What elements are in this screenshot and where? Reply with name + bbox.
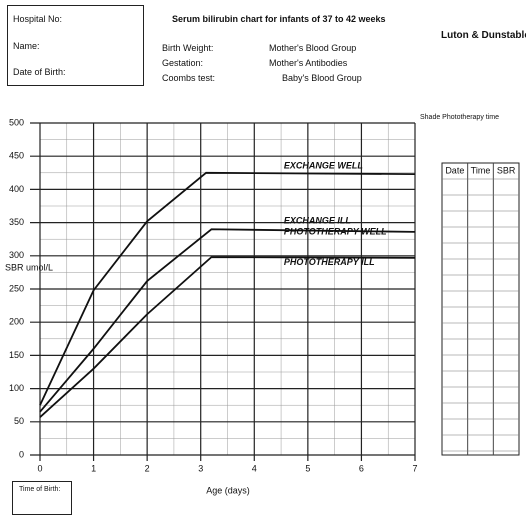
- y-tick-label: 250: [9, 283, 24, 293]
- series-line: [39, 171, 416, 406]
- y-tick-label: 300: [9, 250, 24, 260]
- field-label: Baby's Blood Group: [282, 73, 362, 83]
- field-label: Coombs test:: [162, 73, 216, 83]
- field-label: Mother's Antibodies: [269, 58, 348, 68]
- x-tick-label: 7: [412, 463, 417, 473]
- x-tick-label: 0: [37, 463, 42, 473]
- patient-box: [7, 5, 144, 86]
- hospital-name: Luton & Dunstable: [441, 30, 526, 41]
- y-tick-label: 350: [9, 217, 24, 227]
- series-line: [39, 228, 416, 413]
- x-tick-label: 6: [359, 463, 364, 473]
- field-label: Hospital No:: [13, 14, 63, 24]
- x-tick-label: 1: [91, 463, 96, 473]
- table-header: Date: [445, 165, 464, 175]
- line-label: PHOTOTHERAPY WELL: [284, 226, 387, 236]
- table-frame: [441, 162, 520, 456]
- line-label: PHOTOTHERAPY ILL: [284, 257, 375, 267]
- x-axis-label: Age (days): [206, 485, 250, 495]
- table-header: Time: [471, 165, 491, 175]
- field-label: Mother's Blood Group: [269, 43, 357, 53]
- line-label: EXCHANGE WELL: [284, 161, 363, 171]
- y-tick-label: 200: [9, 317, 24, 327]
- y-tick-label: 50: [14, 416, 24, 426]
- field-label: Name:: [13, 41, 40, 51]
- field-label: Time of Birth:: [19, 486, 61, 493]
- y-tick-label: 0: [19, 449, 24, 459]
- field-label: Birth Weight:: [162, 43, 214, 53]
- x-tick-label: 5: [305, 463, 310, 473]
- chart-title: Serum bilirubin chart for infants of 37 …: [172, 14, 386, 24]
- y-tick-label: 450: [9, 151, 24, 161]
- y-tick-label: 100: [9, 383, 24, 393]
- x-tick-label: 4: [252, 463, 257, 473]
- x-tick-label: 3: [198, 463, 203, 473]
- y-axis-label: SBR umol/L: [5, 262, 53, 272]
- field-label: Gestation:: [162, 58, 204, 68]
- y-tick-label: 500: [9, 117, 24, 127]
- x-tick-label: 2: [145, 463, 150, 473]
- line-label: EXCHANGE ILL: [284, 216, 351, 226]
- series-line: [39, 256, 416, 418]
- table-header: SBR: [497, 165, 516, 175]
- note: Shade Phototherapy time: [420, 114, 499, 121]
- y-tick-label: 150: [9, 350, 24, 360]
- field-label: Date of Birth:: [13, 67, 66, 77]
- birth-time-box: [12, 481, 72, 515]
- y-tick-label: 400: [9, 184, 24, 194]
